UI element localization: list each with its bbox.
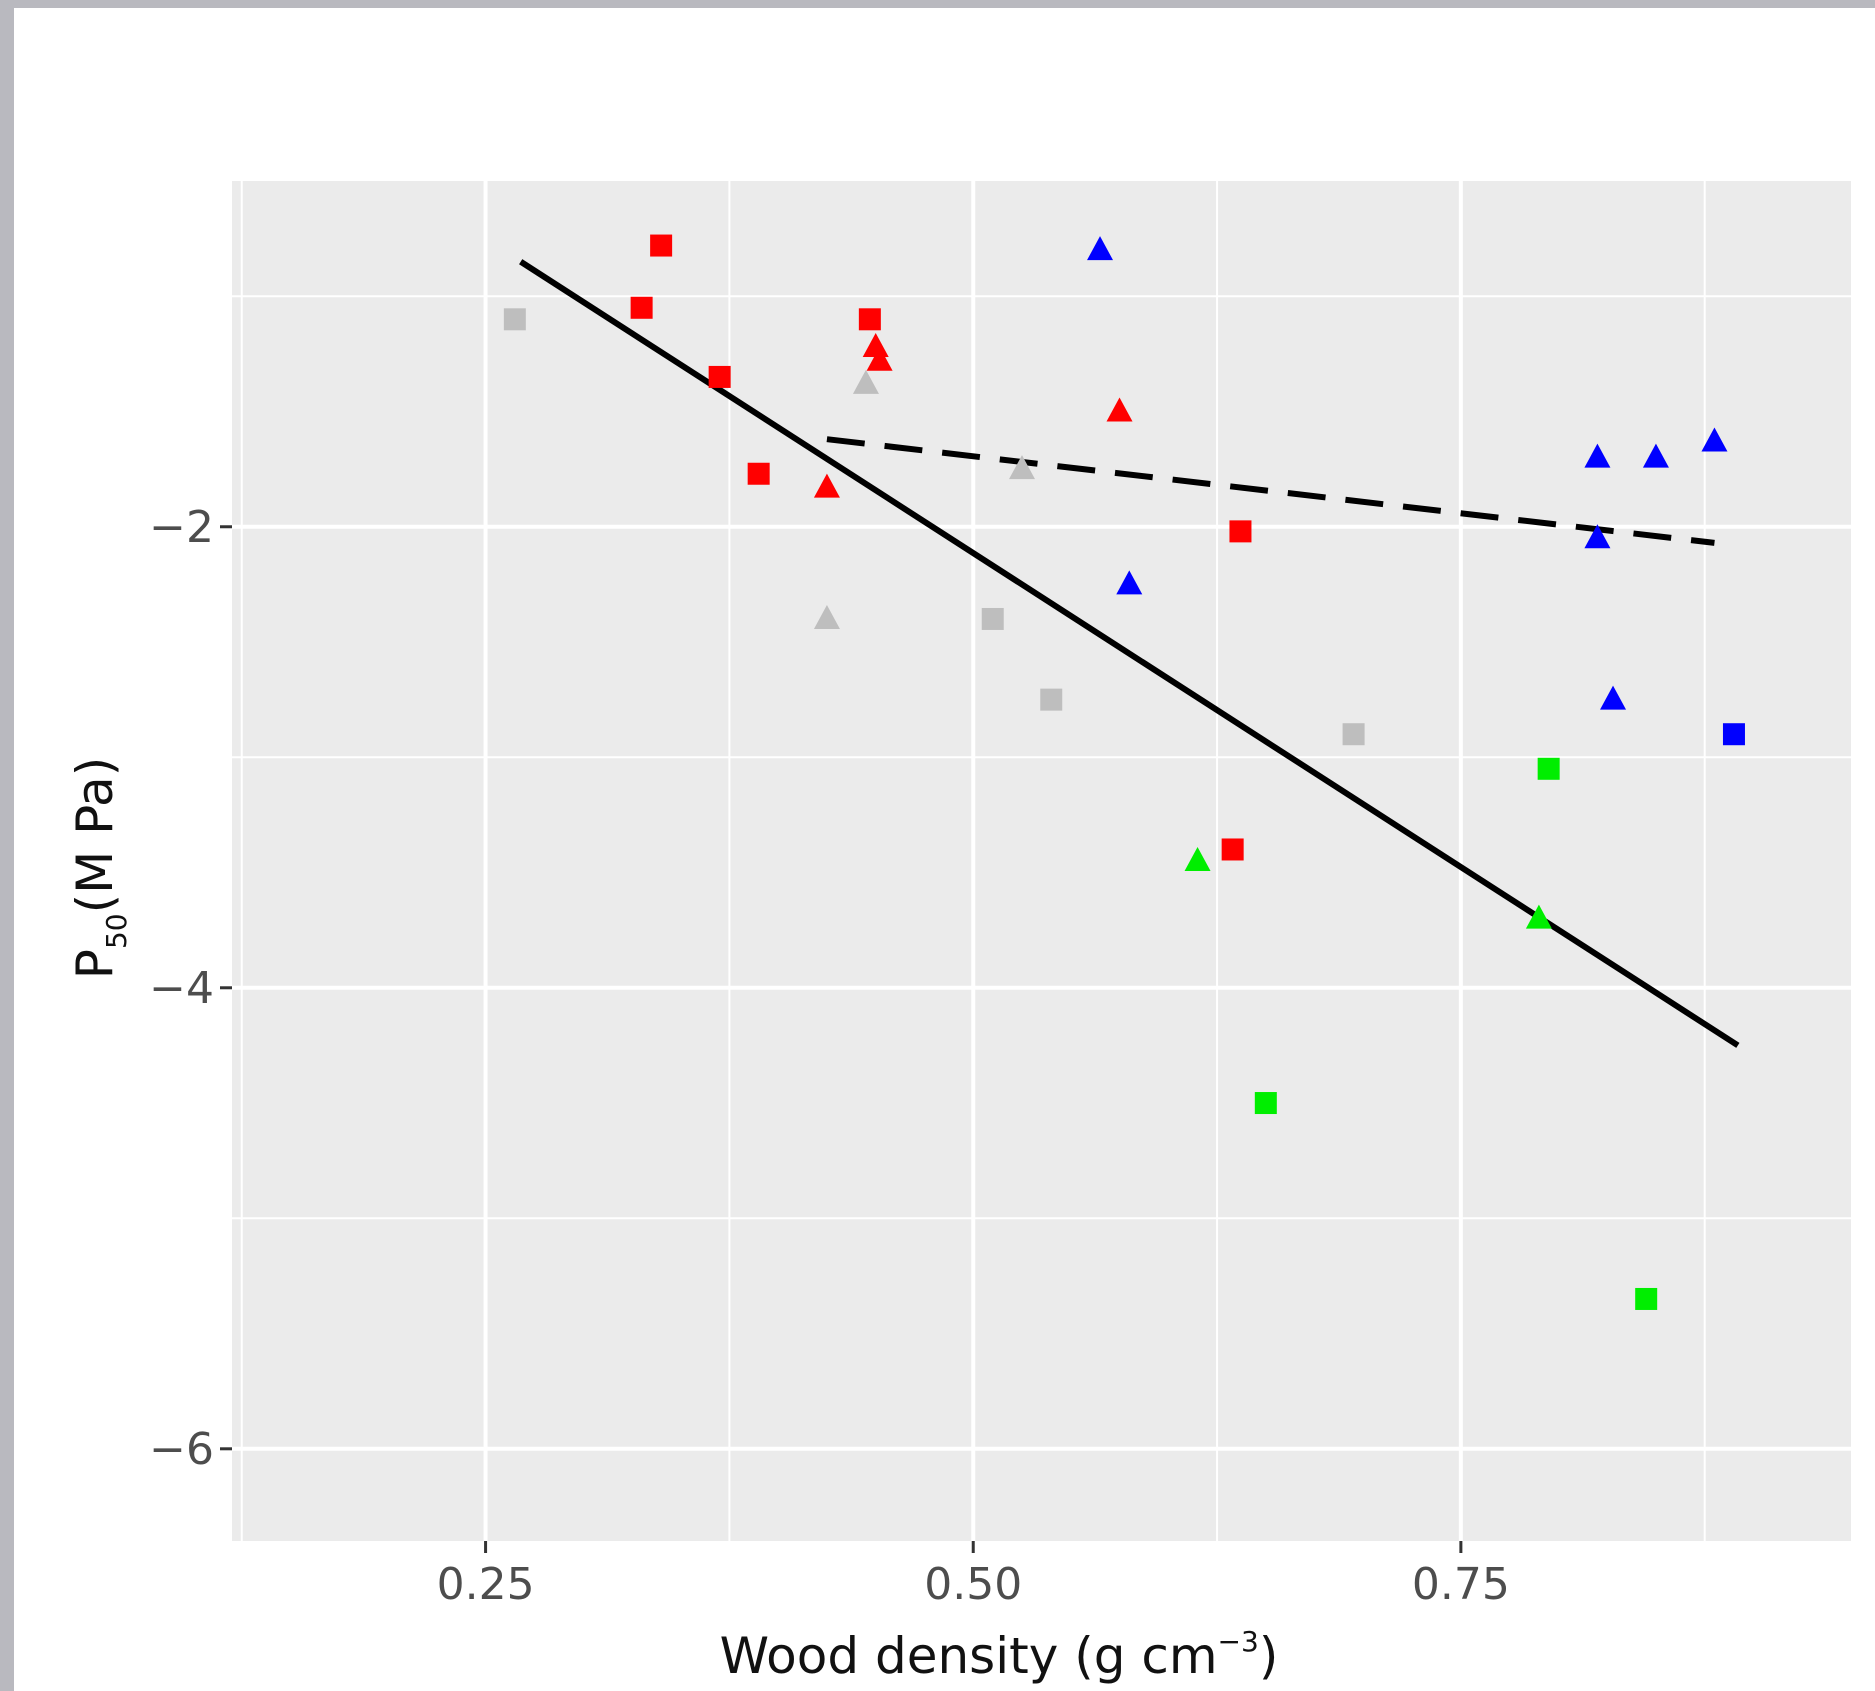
data-point-square xyxy=(1229,520,1252,543)
y-axis-title-rest: (M Pa) xyxy=(66,757,124,914)
data-point-triangle xyxy=(1701,427,1728,452)
x-axis-title-close: ) xyxy=(1259,1627,1279,1685)
data-point-square xyxy=(630,296,653,319)
y-tick-label: −2 xyxy=(149,502,214,553)
x-axis-ticks: 0.25 0.50 0.75 xyxy=(437,1541,1510,1610)
y-tick-label: −4 xyxy=(149,963,214,1014)
data-point-triangle xyxy=(1184,847,1211,871)
x-tick-label: 0.25 xyxy=(437,1559,535,1610)
data-point-triangle xyxy=(1525,904,1552,929)
data-points xyxy=(503,234,1745,1310)
data-point-triangle xyxy=(1087,236,1114,261)
data-point-triangle xyxy=(1600,685,1627,710)
data-point-square xyxy=(1537,757,1560,780)
major-gridlines xyxy=(232,181,1851,1541)
x-axis-title-superscript: −3 xyxy=(1218,1625,1259,1658)
data-point-triangle xyxy=(1584,524,1611,549)
data-point-square xyxy=(747,462,770,485)
data-point-triangle xyxy=(862,332,889,357)
data-point-square xyxy=(1221,838,1244,861)
x-tick-label: 0.50 xyxy=(924,1559,1022,1610)
data-point-square xyxy=(1254,1092,1277,1115)
data-point-triangle xyxy=(1008,455,1035,480)
y-axis-title-subscript: 50 xyxy=(100,913,133,949)
data-point-triangle xyxy=(866,346,893,371)
y-axis-title: P50(M Pa) xyxy=(66,757,133,979)
data-point-triangle xyxy=(813,473,840,498)
data-point-triangle xyxy=(1584,443,1611,468)
minor-gridlines xyxy=(232,181,1851,1541)
data-point-triangle xyxy=(1106,397,1133,422)
data-point-square xyxy=(1040,688,1063,711)
y-tick-label: −6 xyxy=(149,1424,214,1475)
data-point-square xyxy=(1342,723,1365,746)
plot-panel xyxy=(232,181,1851,1541)
y-axis-title-main: P xyxy=(66,949,124,979)
x-axis-title-main: Wood density (g cm xyxy=(720,1627,1218,1685)
scatter-chart: 0.25 0.50 0.75 −2 −4 −6 Wood density (g cm−3… xyxy=(66,181,1851,1685)
data-point-square xyxy=(1635,1287,1658,1310)
data-point-square xyxy=(503,308,526,331)
data-point-square xyxy=(708,365,731,388)
data-point-triangle xyxy=(1116,570,1143,595)
data-point-square xyxy=(1722,723,1745,746)
x-axis-title: Wood density (g cm−3) xyxy=(720,1625,1279,1685)
data-point-triangle xyxy=(1642,443,1669,468)
y-axis-ticks: −2 −4 −6 xyxy=(149,502,232,1475)
data-point-square xyxy=(858,308,881,331)
data-point-triangle xyxy=(813,604,840,629)
dashed-regression-line xyxy=(826,436,1715,546)
x-tick-label: 0.75 xyxy=(1412,1559,1510,1610)
data-point-square xyxy=(981,607,1004,630)
data-point-triangle xyxy=(852,369,879,394)
data-point-square xyxy=(650,234,673,257)
chart-frame: 0.25 0.50 0.75 −2 −4 −6 Wood density (g cm−3… xyxy=(14,8,1875,1691)
